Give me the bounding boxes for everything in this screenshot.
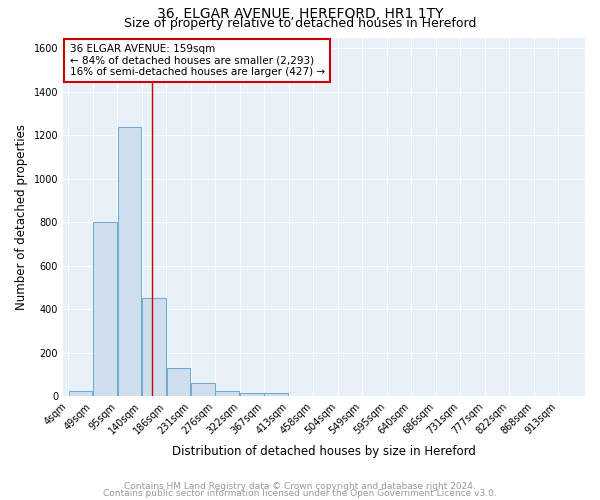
X-axis label: Distribution of detached houses by size in Hereford: Distribution of detached houses by size … [172,444,476,458]
Bar [142,298,166,396]
Bar [215,391,239,396]
Bar [68,391,92,396]
Text: Contains public sector information licensed under the Open Government Licence v3: Contains public sector information licen… [103,489,497,498]
Bar [264,393,289,396]
Text: 36, ELGAR AVENUE, HEREFORD, HR1 1TY: 36, ELGAR AVENUE, HEREFORD, HR1 1TY [157,8,443,22]
Text: Size of property relative to detached houses in Hereford: Size of property relative to detached ho… [124,16,476,30]
Bar [167,368,190,396]
Y-axis label: Number of detached properties: Number of detached properties [15,124,28,310]
Bar [93,222,117,396]
Bar [118,126,142,396]
Text: 36 ELGAR AVENUE: 159sqm
← 84% of detached houses are smaller (2,293)
16% of semi: 36 ELGAR AVENUE: 159sqm ← 84% of detache… [70,44,325,77]
Bar [191,384,215,396]
Text: Contains HM Land Registry data © Crown copyright and database right 2024.: Contains HM Land Registry data © Crown c… [124,482,476,491]
Bar [240,393,264,396]
